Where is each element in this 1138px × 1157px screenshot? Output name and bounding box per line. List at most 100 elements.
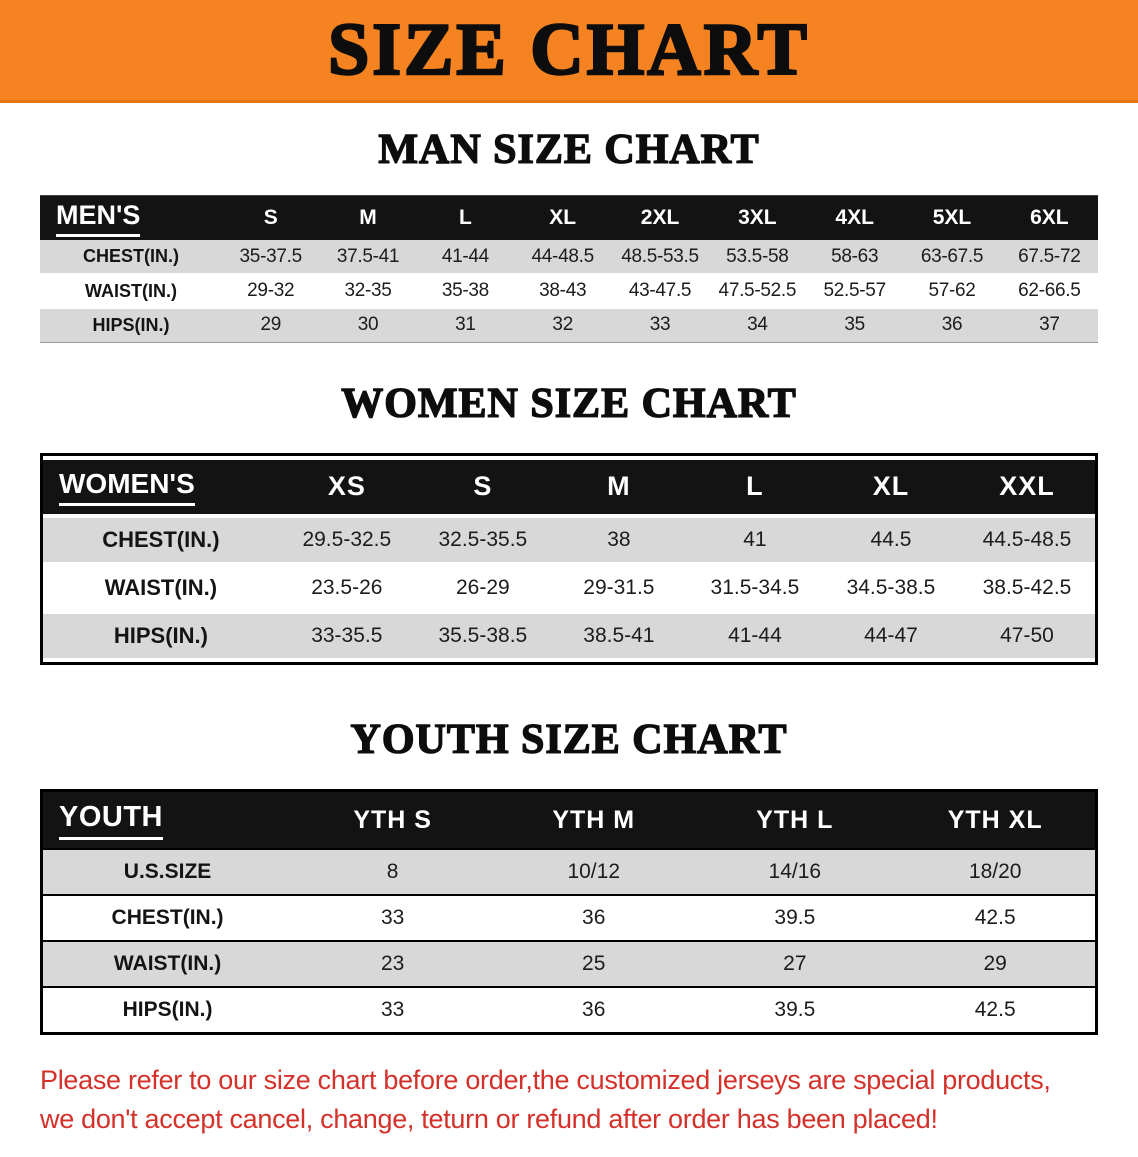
- size-value-cell: 29-32: [247, 280, 295, 302]
- size-value-cell: 31: [455, 314, 476, 336]
- size-value-cell: 34.5-38.5: [846, 575, 936, 599]
- size-value-cell: 39.5: [774, 906, 816, 930]
- measurement-row: HIPS(IN.) 33-35.5 35.5-38.5 38.5-41 41-44 44-…: [43, 613, 1095, 658]
- size-value-cell: 35-37.5: [239, 245, 303, 267]
- size-value-cell: 38-43: [539, 280, 587, 302]
- size-value-cell: 44-47: [864, 623, 918, 647]
- size-value-cell: 14/16: [768, 860, 822, 884]
- size-value-cell: 23.5-26: [311, 575, 383, 599]
- youth-section-heading: YOUTH SIZE CHART: [350, 716, 788, 763]
- size-value-cell: 44.5-48.5: [982, 527, 1072, 551]
- row-label: CHEST(IN.): [83, 246, 180, 267]
- size-value-cell: 29-31.5: [583, 575, 655, 599]
- youth-size-table: YOUTH YTH S YTH M YTH L YTH XL U.S.SIZE 8 10/12…: [40, 789, 1098, 1035]
- size-value-cell: 42.5: [974, 906, 1016, 930]
- measurement-row: HIPS(IN.) 29 30 31 32 33 34 35 36 37: [40, 308, 1098, 343]
- size-column-header: M: [550, 459, 687, 514]
- size-value-cell: 52.5-57: [823, 280, 887, 302]
- size-value-cell: 36: [941, 314, 963, 336]
- row-label: CHEST(IN.): [111, 906, 224, 930]
- size-value-cell: 47.5-52.5: [718, 280, 797, 302]
- banner-title: SIZE CHART: [327, 9, 810, 91]
- size-value-cell: 29: [260, 314, 281, 336]
- size-value-cell: 37: [1039, 314, 1060, 336]
- size-value-cell: 48.5-53.5: [621, 245, 699, 267]
- size-value-cell: 38.5-41: [583, 623, 655, 647]
- size-column-header: XL: [822, 459, 959, 514]
- disclaimer-text: Please refer to our size chart before or…: [40, 1061, 1138, 1139]
- size-value-cell: 10/12: [567, 860, 621, 884]
- men-size-table: MEN'S S M L XL 2XL 3XL 4XL 5XL 6XL CHEST(IN.) 35-37…: [40, 195, 1098, 343]
- size-value-cell: 23: [380, 952, 405, 976]
- table-corner-label: WOMEN'S: [43, 459, 279, 514]
- size-value-cell: 35.5-38.5: [438, 623, 528, 647]
- size-column-header: YTH M: [493, 790, 695, 850]
- size-value-cell: 33: [649, 314, 671, 336]
- measurement-row: WAIST(IN.) 29-32 32-35 35-38 38-43 43-47.5 47.…: [40, 274, 1098, 309]
- row-label: WAIST(IN.): [104, 574, 218, 600]
- measurement-row: CHEST(IN.) 33 36 39.5 42.5: [41, 895, 1097, 942]
- corner-label-text: MEN'S: [56, 200, 141, 237]
- women-section-heading: WOMEN SIZE CHART: [341, 380, 797, 427]
- size-column-header: 2XL: [611, 195, 709, 241]
- size-column-header: YTH XL: [895, 790, 1097, 850]
- disclaimer-line-1: Please refer to our size chart before or…: [40, 1064, 1051, 1095]
- row-label: HIPS(IN.): [122, 997, 213, 1021]
- size-column-header: L: [416, 195, 515, 241]
- size-table-header-row: MEN'S S M L XL 2XL 3XL 4XL 5XL 6XL: [40, 195, 1098, 241]
- size-value-cell: 58-63: [831, 245, 879, 267]
- size-value-cell: 53.5-58: [726, 245, 789, 267]
- size-table-header-row: WOMEN'S XS S M L XL XXL: [43, 459, 1095, 514]
- size-value-cell: 63-67.5: [920, 245, 984, 267]
- size-value-cell: 36: [582, 997, 606, 1021]
- size-value-cell: 8: [386, 860, 399, 884]
- size-value-cell: 38.5-42.5: [982, 575, 1072, 599]
- size-value-cell: 57-62: [928, 280, 976, 302]
- row-label: HIPS(IN.): [92, 314, 170, 335]
- size-value-cell: 29: [983, 952, 1007, 976]
- size-value-cell: 26-29: [456, 575, 510, 599]
- size-value-cell: 33-35.5: [311, 623, 383, 647]
- size-column-header: S: [414, 459, 551, 514]
- size-column-header: XXL: [958, 459, 1095, 514]
- size-value-cell: 41: [743, 527, 767, 551]
- table-corner-label: MEN'S: [40, 195, 223, 241]
- corner-label-text: YOUTH: [59, 801, 163, 840]
- size-value-cell: 62-66.5: [1018, 280, 1081, 302]
- size-value-cell: 35-38: [441, 280, 489, 302]
- size-value-cell: 18/20: [968, 860, 1022, 884]
- size-column-header: M: [319, 195, 417, 241]
- row-label: HIPS(IN.): [113, 622, 208, 648]
- men-section-heading: MAN SIZE CHART: [378, 126, 760, 173]
- size-value-cell: 32: [552, 314, 573, 336]
- size-column-header: YTH L: [694, 790, 896, 850]
- size-value-cell: 32-35: [344, 280, 392, 302]
- women-size-section: WOMEN SIZE CHART WOMEN'S XS S M L XL XXL CHEST(…: [0, 380, 1138, 665]
- measurement-row: WAIST(IN.) 23.5-26 26-29 29-31.5 31.5-34.5 34…: [43, 565, 1095, 610]
- size-value-cell: 47-50: [1000, 623, 1054, 647]
- size-column-header: 4XL: [806, 195, 904, 241]
- size-value-cell: 41-44: [441, 245, 489, 267]
- size-column-header: XL: [514, 195, 612, 241]
- size-value-cell: 30: [357, 314, 379, 336]
- size-value-cell: 29.5-32.5: [302, 527, 392, 551]
- size-column-header: YTH S: [292, 790, 494, 850]
- size-value-cell: 38: [607, 527, 631, 551]
- size-value-cell: 33: [380, 997, 405, 1021]
- row-label: U.S.SIZE: [123, 860, 212, 884]
- disclaimer-line-2: we don't accept cancel, change, teturn o…: [40, 1103, 938, 1134]
- size-value-cell: 43-47.5: [628, 280, 692, 302]
- size-value-cell: 44-48.5: [531, 245, 595, 267]
- row-label: WAIST(IN.): [113, 952, 222, 976]
- measurement-row: WAIST(IN.) 23 25 27 29: [41, 941, 1097, 988]
- size-column-header: 5XL: [903, 195, 1001, 241]
- size-column-header: XS: [278, 459, 415, 514]
- size-column-header: 3XL: [708, 195, 807, 241]
- size-column-header: L: [686, 459, 823, 514]
- size-table-header-row: YOUTH YTH S YTH M YTH L YTH XL: [41, 790, 1097, 850]
- women-size-table: WOMEN'S XS S M L XL XXL CHEST(IN.) 29.5-32.5 32.5…: [40, 452, 1098, 665]
- table-corner-label: YOUTH: [41, 790, 293, 850]
- measurement-row: CHEST(IN.) 29.5-32.5 32.5-35.5 38 41 44.5 44.5…: [43, 517, 1095, 562]
- size-value-cell: 27: [783, 952, 807, 976]
- row-label: CHEST(IN.): [102, 526, 220, 552]
